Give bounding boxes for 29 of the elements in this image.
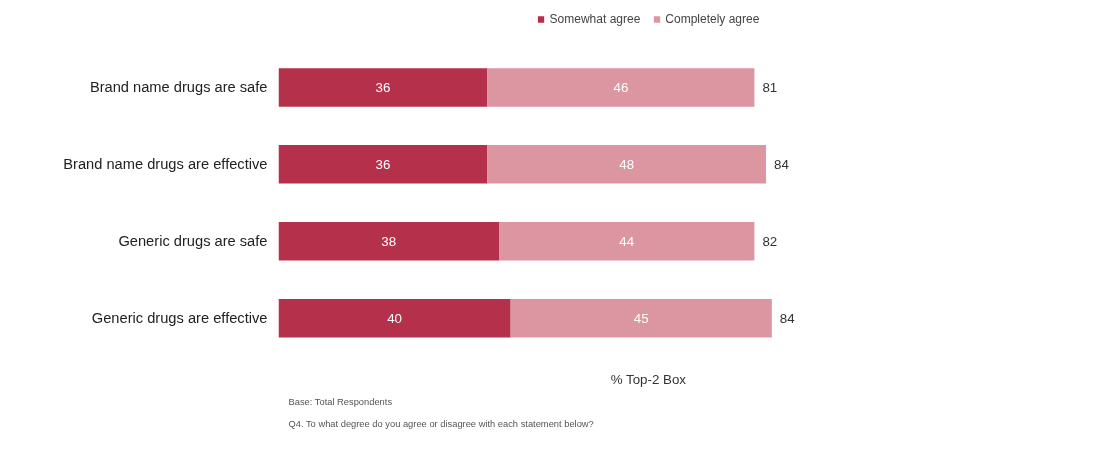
data-label: 40 xyxy=(387,310,402,326)
bar xyxy=(499,222,755,261)
total-label: 81 xyxy=(762,79,778,95)
text: Base: Total Respondents xyxy=(288,396,393,407)
bar xyxy=(278,222,500,261)
total-label: 84 xyxy=(774,156,790,172)
legend-label: Somewhat agree xyxy=(549,12,641,26)
data-label: 44 xyxy=(619,233,635,249)
y-tick-label: Generic drugs are safe xyxy=(118,233,268,250)
total-label: 82 xyxy=(762,233,778,249)
x-axis-title: % Top-2 Box xyxy=(610,371,687,387)
data-label: 36 xyxy=(375,79,391,95)
bar xyxy=(278,68,488,107)
data-label: 36 xyxy=(375,156,391,172)
legend-label: Completely agree xyxy=(665,12,760,26)
bar xyxy=(487,68,755,107)
data-label: 45 xyxy=(633,310,649,326)
data-label: 38 xyxy=(381,233,397,249)
bar xyxy=(510,298,772,338)
text: Q4. To what degree do you agree or disagree with each statement below? xyxy=(288,418,594,429)
bar xyxy=(278,145,488,184)
bar xyxy=(487,145,767,184)
y-tick-label: Generic drugs are effective xyxy=(91,310,268,327)
y-tick-label: Brand name drugs are safe xyxy=(89,79,268,96)
y-tick-label: Brand name drugs are effective xyxy=(63,156,268,173)
bar xyxy=(278,298,511,338)
data-label: 48 xyxy=(619,156,635,172)
total-label: 84 xyxy=(779,310,796,326)
data-label: 46 xyxy=(613,79,629,95)
